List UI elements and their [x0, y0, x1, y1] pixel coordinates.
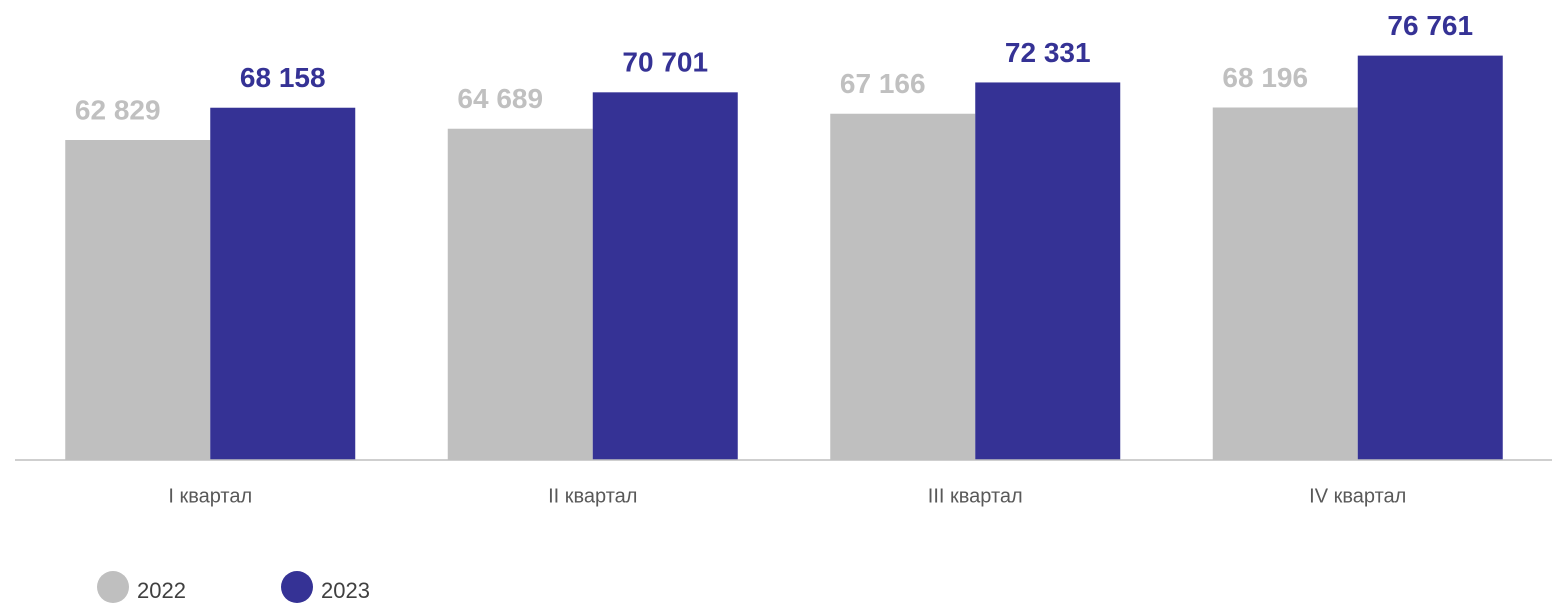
- x-tick-label: III квартал: [928, 485, 1023, 507]
- bar: [447, 128, 593, 461]
- x-tick-label: II квартал: [548, 485, 637, 507]
- value-label: 64 689: [457, 83, 543, 114]
- bar: [592, 92, 738, 460]
- bar: [830, 113, 976, 461]
- bar: [975, 82, 1121, 461]
- value-label: 70 701: [622, 47, 708, 78]
- value-label: 62 829: [75, 94, 161, 125]
- value-label: 67 166: [840, 68, 926, 99]
- legend-label: 2022: [137, 578, 186, 603]
- bar: [210, 107, 356, 460]
- bar: [1212, 107, 1358, 461]
- value-label: 76 761: [1387, 10, 1473, 41]
- bar: [65, 140, 211, 460]
- legend-label: 2023: [321, 578, 370, 603]
- bar: [1357, 55, 1503, 461]
- legend-marker: [97, 571, 129, 603]
- value-label: 68 158: [240, 62, 326, 93]
- value-label: 72 331: [1005, 37, 1091, 68]
- x-tick-label: IV квартал: [1309, 485, 1406, 507]
- value-label: 68 196: [1222, 62, 1308, 93]
- x-tick-label: I квартал: [168, 485, 252, 507]
- legend-marker: [281, 571, 313, 603]
